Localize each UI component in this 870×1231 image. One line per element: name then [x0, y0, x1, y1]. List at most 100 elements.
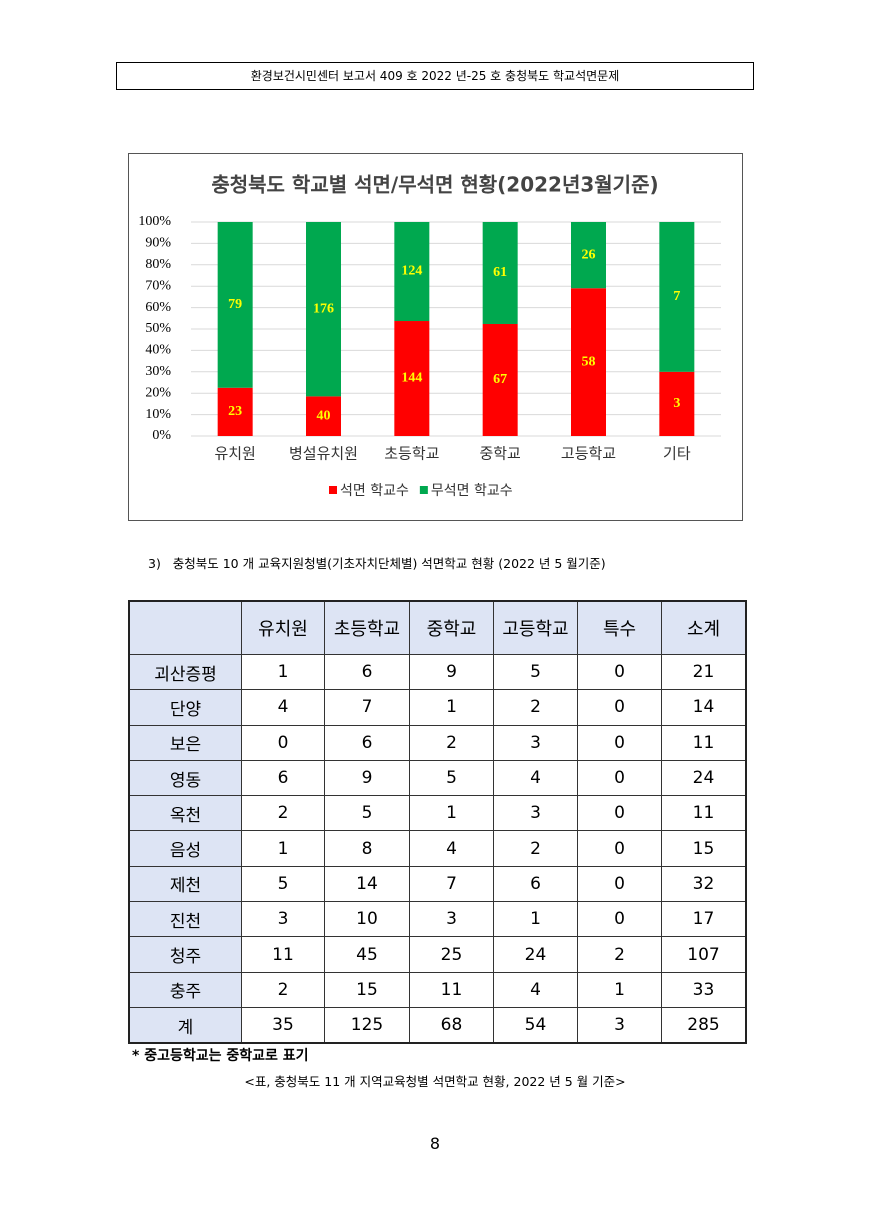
- table-cell: 11: [661, 724, 747, 761]
- bar-segment: [482, 222, 518, 324]
- table-cell: 6: [324, 724, 410, 761]
- table-cell: 285: [661, 1006, 747, 1044]
- page-header: 환경보건시민센터 보고서 409 호 2022 년-25 호 충청북도 학교석면…: [116, 62, 754, 90]
- table-row: 충주 2 15 11 4 1 33: [128, 971, 747, 1008]
- table-cell: 3: [241, 901, 325, 938]
- table-cell: 3: [493, 724, 578, 761]
- row-label: 청주: [128, 936, 242, 973]
- column-header: 중학교: [409, 600, 494, 655]
- y-tick-label: 10%: [145, 407, 171, 422]
- table-body: 괴산증평 1 6 9 5 0 21 단양 4 7 1 2 0 14 보은 0 6 2 3 0 11 영동 6 9 5 4 0 24 옥천…: [128, 653, 747, 1044]
- table-cell: 4: [493, 759, 578, 797]
- table-cell: 0: [577, 795, 662, 832]
- table-cell: 11: [409, 971, 494, 1008]
- table-caption: <표, 충청북도 11 개 지역교육청별 석면학교 현황, 2022 년 5 월…: [244, 1074, 626, 1089]
- header-row: 유치원 초등학교 중학교 고등학교 특수 소계: [128, 600, 747, 655]
- column-header: 초등학교: [324, 600, 410, 655]
- y-tick-label: 20%: [145, 385, 171, 400]
- table-cell: 14: [324, 865, 410, 903]
- table-cell: 5: [409, 759, 494, 797]
- table-row: 제천 5 14 7 6 0 32: [128, 865, 747, 903]
- bar-segment: [394, 222, 430, 322]
- value-label: 23: [228, 404, 242, 419]
- column-header: 특수: [577, 600, 662, 655]
- table-cell: 4: [493, 971, 578, 1008]
- table-cell: 2: [409, 724, 494, 761]
- table-cell: 1: [241, 653, 325, 691]
- table-cell: 1: [409, 689, 494, 726]
- value-label: 67: [493, 372, 507, 387]
- column-header: 고등학교: [493, 600, 578, 655]
- table-cell: 6: [493, 865, 578, 903]
- table-cell: 68: [409, 1006, 494, 1044]
- table-cell: 0: [577, 689, 662, 726]
- legend-swatch: [419, 486, 428, 494]
- value-label: 40: [317, 408, 331, 423]
- table-cell: 0: [577, 759, 662, 797]
- data-table: 유치원 초등학교 중학교 고등학교 특수 소계 괴산증평 1 6 9 5 0 21 단양 4 7 1 2 0 14 보…: [128, 600, 747, 1045]
- column-header: 유치원: [241, 600, 325, 655]
- table-cell: 24: [661, 759, 747, 797]
- table-cell: 5: [324, 795, 410, 832]
- row-label: 영동: [128, 759, 242, 797]
- x-tick-label: 유치원: [214, 445, 255, 463]
- bar-segment: [217, 222, 253, 388]
- bar-segment: [659, 222, 695, 372]
- y-tick-label: 0%: [152, 428, 171, 443]
- value-label: 7: [673, 289, 680, 304]
- chart: 충청북도 학교별 석면/무석면 현황(2022년3월기준) 0% 10% 20% 30…: [138, 173, 721, 499]
- table-cell: 2: [241, 971, 325, 1008]
- table-cell: 2: [241, 795, 325, 832]
- row-label: 보은: [128, 724, 242, 761]
- table-cell: 2: [493, 689, 578, 726]
- y-tick-label: 70%: [145, 278, 171, 293]
- page-number: 8: [429, 1134, 441, 1153]
- table-cell: 3: [409, 901, 494, 938]
- bar-segment: [306, 396, 341, 436]
- y-tick-label: 90%: [145, 236, 171, 251]
- table-cell: 0: [577, 653, 662, 691]
- bar-segment: [217, 387, 253, 436]
- table-cell: 33: [661, 971, 747, 1008]
- value-label: 3: [673, 396, 680, 411]
- table-cell: 15: [661, 830, 747, 867]
- bar-segment: [394, 321, 430, 436]
- y-tick-label: 50%: [145, 321, 171, 336]
- table-row: 음성 1 8 4 2 0 15: [128, 830, 747, 867]
- table-row: 괴산증평 1 6 9 5 0 21: [128, 653, 747, 691]
- table-cell: 3: [577, 1006, 662, 1044]
- y-tick-label: 100%: [138, 214, 171, 229]
- table-cell: 32: [661, 865, 747, 903]
- row-label: 단양: [128, 689, 242, 726]
- y-tick-label: 80%: [145, 257, 171, 272]
- table-cell: 107: [661, 936, 747, 973]
- table-cell: 14: [661, 689, 747, 726]
- table-cell: 5: [493, 653, 578, 691]
- table-row: 단양 4 7 1 2 0 14: [128, 689, 747, 726]
- table-cell: 7: [409, 865, 494, 903]
- value-label: 124: [401, 264, 422, 279]
- table-cell: 45: [324, 936, 410, 973]
- x-tick-label: 기타: [663, 445, 691, 463]
- table-cell: 4: [409, 830, 494, 867]
- table-row: 청주 11 45 25 24 2 107: [128, 936, 747, 973]
- bar-segment: [659, 371, 695, 436]
- x-tick-label: 고등학교: [561, 445, 616, 463]
- table-cell: 25: [409, 936, 494, 973]
- value-label: 61: [493, 265, 507, 280]
- table-cell: 6: [241, 759, 325, 797]
- x-tick-label: 병설유치원: [289, 445, 358, 463]
- y-tick-label: 60%: [145, 300, 171, 315]
- y-tick-label: 30%: [145, 364, 171, 379]
- table-note: * 중고등학교는 중학교로 표기: [132, 1048, 309, 1064]
- table-cell: 6: [324, 653, 410, 691]
- table-cell: 1: [241, 830, 325, 867]
- row-label: 진천: [128, 901, 242, 938]
- table-cell: 2: [493, 830, 578, 867]
- table-cell: 5: [241, 865, 325, 903]
- table-row: 영동 6 9 5 4 0 24: [128, 759, 747, 797]
- table-cell: 0: [577, 901, 662, 938]
- table-cell: 1: [409, 795, 494, 832]
- table-cell: 54: [493, 1006, 578, 1044]
